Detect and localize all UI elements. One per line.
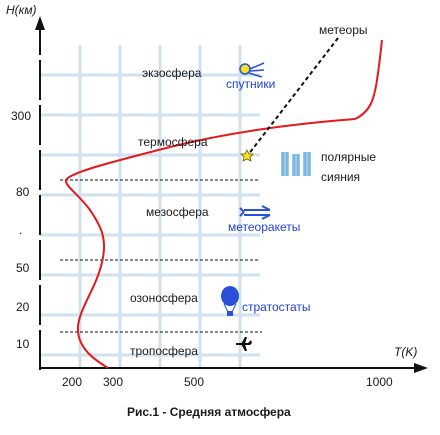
meteor-trail [247, 37, 339, 156]
grid [40, 45, 260, 368]
airplane-icon [236, 337, 252, 351]
figure-caption: Рис.1 - Средняя атмосфера [127, 405, 291, 419]
satellite-icon [239, 62, 265, 78]
layer-boundaries [60, 179, 262, 333]
y-tick-50: 50 [16, 261, 30, 275]
y-tick-20: 20 [16, 300, 30, 314]
y-axis-title: H(км) [6, 3, 37, 17]
x-tick-300: 300 [103, 375, 123, 389]
aurora-icon [281, 152, 311, 176]
label-aurora-2: сияния [321, 170, 360, 184]
x-axis-title: T(K) [394, 345, 417, 359]
label-satellites: спутники [226, 77, 275, 91]
layer-thermosphere: термосфера [138, 135, 208, 149]
x-axis [40, 363, 428, 373]
x-tick-500: 500 [184, 375, 204, 389]
y-tick-dot: . [19, 223, 22, 237]
label-stratostats: стратостаты [242, 300, 311, 314]
x-tick-1000: 1000 [366, 375, 393, 389]
y-tick-10: 10 [16, 337, 30, 351]
layer-troposphere: тропосфера [130, 344, 198, 358]
y-tick-80: 80 [16, 185, 30, 199]
label-meteo-rockets: метеоракеты [228, 220, 300, 234]
y-tick-300: 300 [11, 109, 31, 123]
temperature-curve [64, 39, 383, 369]
x-tick-200: 200 [62, 375, 82, 389]
y-axis [35, 16, 45, 370]
balloon-icon [221, 286, 239, 316]
layer-mesosphere: мезосфера [146, 205, 209, 219]
layer-exosphere: экзосфера [142, 66, 202, 80]
layer-ozonosphere: озоносфера [130, 291, 198, 305]
meteor-star-icon [240, 149, 254, 162]
label-aurora-1: полярные [321, 150, 376, 164]
rocket-icon [239, 205, 271, 220]
label-meteors: метеоры [319, 23, 368, 37]
